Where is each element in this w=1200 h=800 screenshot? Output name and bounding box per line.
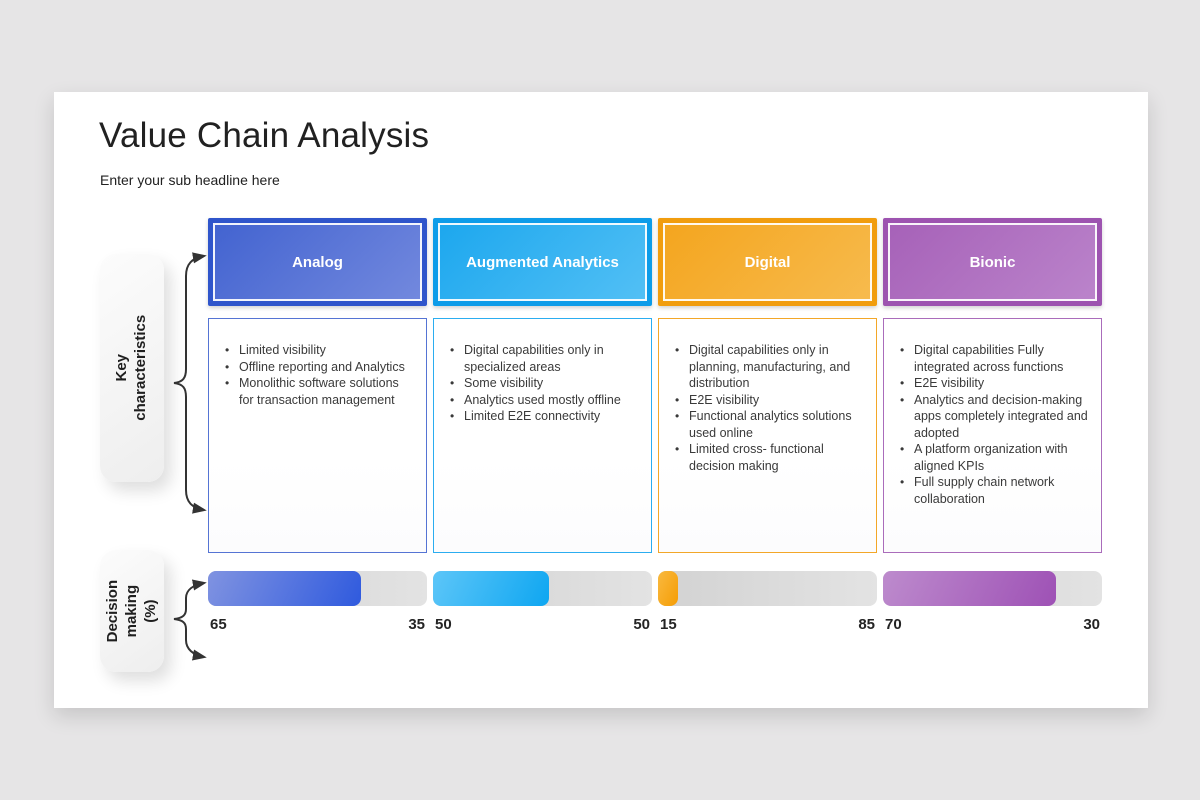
list-item: Some visibility — [444, 375, 639, 392]
decision-bar-track — [433, 571, 652, 606]
brace-connector-icon — [173, 252, 207, 514]
list-item: Limited cross- functional decision makin… — [669, 441, 864, 474]
decision-value: 70 — [885, 616, 902, 633]
column-characteristics-box: Digital capabilities only in planning, m… — [658, 318, 877, 553]
column-analog: Analog Limited visibilityOffline reportin… — [208, 218, 427, 633]
decision-bar-track — [208, 571, 427, 606]
characteristics-list: Limited visibilityOffline reporting and … — [219, 342, 414, 408]
decision-bar-values: 50 50 — [433, 616, 652, 633]
list-item: Digital capabilities Fully integrated ac… — [894, 342, 1089, 375]
decision-bar-values: 70 30 — [883, 616, 1102, 633]
decision-value: 15 — [660, 616, 677, 633]
decision-bar-track — [658, 571, 877, 606]
column-header-augmented-analytics: Augmented Analytics — [433, 218, 652, 306]
column-title: Analog — [292, 253, 343, 271]
decision-bar-fill — [883, 571, 1056, 606]
slide-canvas: Value Chain Analysis Enter your sub head… — [54, 92, 1148, 708]
brace-connector-icon — [173, 579, 207, 661]
column-header-digital: Digital — [658, 218, 877, 306]
column-digital: Digital Digital capabilities only in plan… — [658, 218, 877, 633]
row-label-decision-making: Decision making (%) — [100, 550, 164, 672]
column-header-analog: Analog — [208, 218, 427, 306]
column-title: Bionic — [969, 253, 1016, 271]
column-characteristics-box: Digital capabilities Fully integrated ac… — [883, 318, 1102, 553]
characteristics-list: Digital capabilities Fully integrated ac… — [894, 342, 1089, 507]
decision-remainder-value: 35 — [408, 616, 425, 633]
column-bionic: Bionic Digital capabilities Fully integra… — [883, 218, 1102, 633]
page-title: Value Chain Analysis — [99, 116, 430, 155]
page-subtitle: Enter your sub headline here — [100, 172, 280, 188]
list-item: Digital capabilities only in specialized… — [444, 342, 639, 375]
list-item: Limited visibility — [219, 342, 414, 359]
list-item: Functional analytics solutions used onli… — [669, 408, 864, 441]
column-title: Augmented Analytics — [466, 253, 619, 271]
decision-remainder-value: 30 — [1083, 616, 1100, 633]
column-characteristics-box: Limited visibilityOffline reporting and … — [208, 318, 427, 553]
list-item: Full supply chain network collaboration — [894, 474, 1089, 507]
decision-bar-values: 15 85 — [658, 616, 877, 633]
column-characteristics-box: Digital capabilities only in specialized… — [433, 318, 652, 553]
decision-bar-fill — [433, 571, 550, 606]
row-label-key-characteristics: Key characteristics — [100, 254, 164, 482]
row-label-key-characteristics-text: Key characteristics — [113, 315, 149, 421]
row-label-decision-making-text: Decision making (%) — [103, 579, 159, 643]
decision-remainder-value: 85 — [858, 616, 875, 633]
characteristics-list: Digital capabilities only in specialized… — [444, 342, 639, 425]
decision-value: 65 — [210, 616, 227, 633]
list-item: Analytics used mostly offline — [444, 392, 639, 409]
list-item: E2E visibility — [894, 375, 1089, 392]
list-item: Offline reporting and Analytics — [219, 359, 414, 376]
decision-bar-fill — [208, 571, 362, 606]
decision-value: 50 — [435, 616, 452, 633]
columns-row: Analog Limited visibilityOffline reportin… — [208, 218, 1102, 633]
decision-bar-fill — [658, 571, 678, 606]
decision-bar-values: 65 35 — [208, 616, 427, 633]
decision-bar-track — [883, 571, 1102, 606]
list-item: Digital capabilities only in planning, m… — [669, 342, 864, 392]
characteristics-list: Digital capabilities only in planning, m… — [669, 342, 864, 474]
list-item: A platform organization with aligned KPI… — [894, 441, 1089, 474]
list-item: Monolithic software solutions for transa… — [219, 375, 414, 408]
column-header-bionic: Bionic — [883, 218, 1102, 306]
list-item: E2E visibility — [669, 392, 864, 409]
decision-remainder-value: 50 — [633, 616, 650, 633]
list-item: Analytics and decision-making apps compl… — [894, 392, 1089, 442]
column-augmented-analytics: Augmented Analytics Digital capabilities … — [433, 218, 652, 633]
column-title: Digital — [744, 253, 791, 271]
list-item: Limited E2E connectivity — [444, 408, 639, 425]
